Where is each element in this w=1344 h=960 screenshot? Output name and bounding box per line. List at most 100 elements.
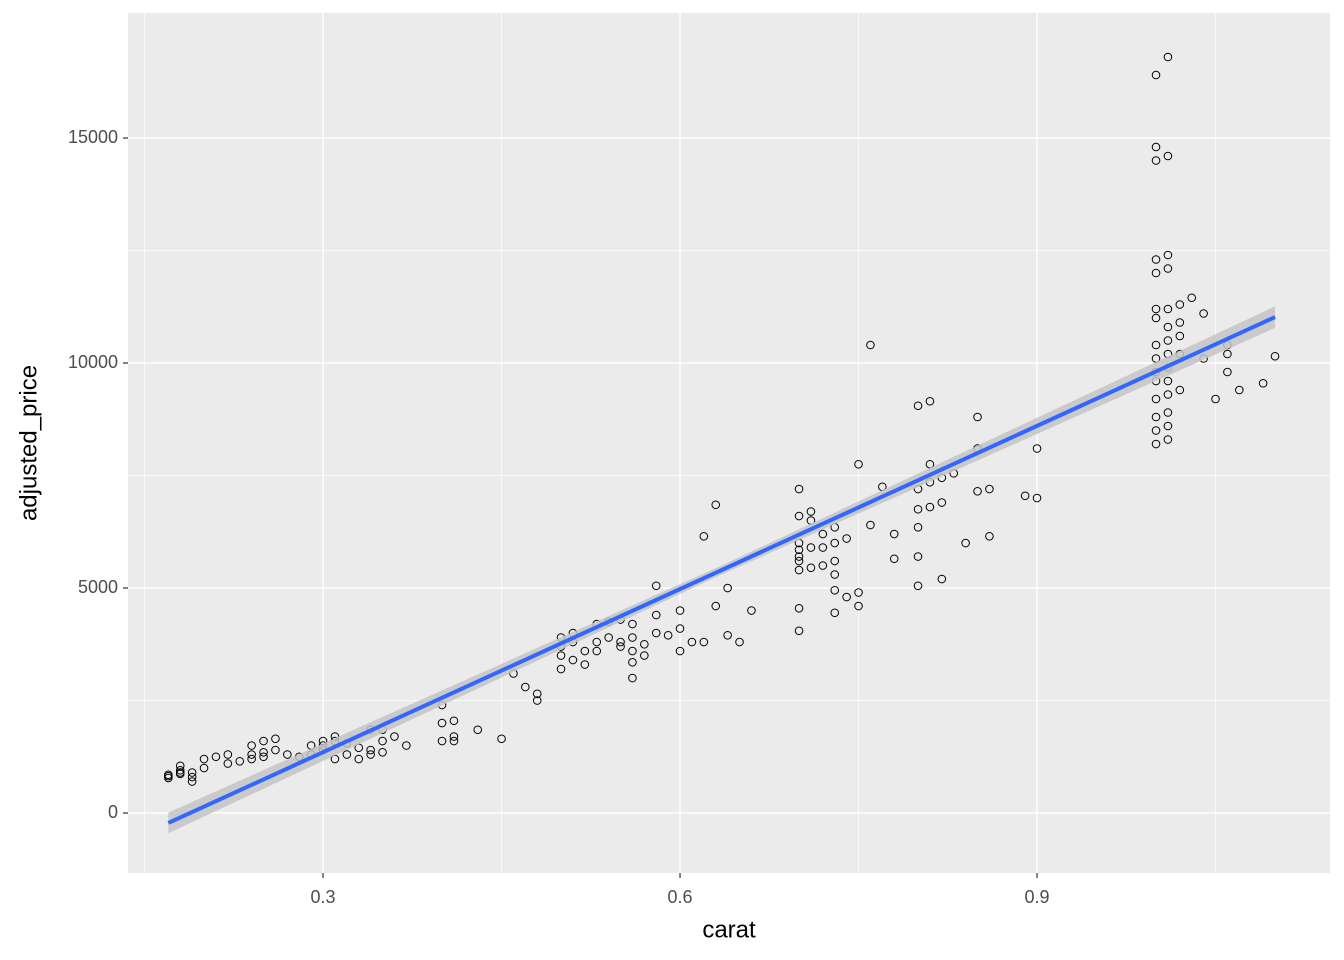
point xyxy=(628,673,637,683)
point xyxy=(985,484,994,494)
point xyxy=(1235,385,1244,395)
point xyxy=(366,750,375,759)
point xyxy=(1163,390,1173,399)
point xyxy=(973,486,982,496)
point xyxy=(794,603,804,613)
point xyxy=(830,585,840,595)
point xyxy=(580,660,590,669)
point xyxy=(711,601,721,611)
point xyxy=(675,646,685,656)
point xyxy=(259,752,268,762)
x-tick-label: 0.6 xyxy=(668,887,693,907)
point xyxy=(235,756,245,766)
point xyxy=(616,637,625,647)
point xyxy=(830,570,840,579)
point xyxy=(211,752,221,762)
point xyxy=(1163,304,1173,314)
point xyxy=(1163,336,1173,345)
point xyxy=(628,646,637,656)
point xyxy=(1163,250,1173,260)
point xyxy=(937,574,947,584)
point xyxy=(247,754,256,764)
point xyxy=(687,637,697,647)
point xyxy=(580,646,590,656)
point xyxy=(866,520,875,530)
x-tick-label: 0.3 xyxy=(311,887,336,907)
point xyxy=(437,736,447,746)
point xyxy=(1258,378,1268,388)
point xyxy=(794,565,804,575)
point xyxy=(854,588,863,597)
fit-line xyxy=(167,315,1276,825)
point xyxy=(663,630,673,640)
point xyxy=(497,734,506,744)
point xyxy=(592,637,602,647)
point xyxy=(366,745,375,755)
point xyxy=(1151,156,1161,165)
point xyxy=(1151,313,1161,323)
point xyxy=(1151,268,1161,278)
point xyxy=(1151,340,1161,350)
point xyxy=(1163,376,1173,386)
point xyxy=(449,736,459,746)
point xyxy=(711,500,721,510)
point xyxy=(390,732,399,741)
point xyxy=(913,552,923,561)
point xyxy=(556,664,566,674)
point xyxy=(199,763,209,773)
point xyxy=(449,732,459,741)
point xyxy=(830,556,840,566)
point xyxy=(913,401,923,411)
x-tick-label: 0.9 xyxy=(1025,887,1050,907)
point xyxy=(604,633,613,642)
point xyxy=(1151,304,1161,314)
point xyxy=(628,619,637,629)
point xyxy=(378,747,387,757)
point xyxy=(628,657,637,667)
y-tick-label: 5000 xyxy=(78,577,118,597)
grid xyxy=(128,13,1330,873)
point xyxy=(747,606,756,615)
point xyxy=(164,770,173,780)
point xyxy=(818,543,828,552)
point xyxy=(1270,351,1280,361)
point xyxy=(223,759,233,768)
point xyxy=(342,750,352,759)
point xyxy=(723,583,732,593)
point xyxy=(271,745,280,755)
point xyxy=(187,768,197,777)
point xyxy=(1163,322,1173,332)
point xyxy=(866,340,875,350)
point xyxy=(889,529,899,539)
y-axis-title: adjusted_price xyxy=(15,365,42,521)
point xyxy=(1163,52,1173,62)
point xyxy=(1163,421,1173,431)
point xyxy=(187,772,197,782)
point xyxy=(806,507,816,516)
point xyxy=(1199,309,1208,318)
point xyxy=(794,484,804,494)
marks xyxy=(164,52,1280,834)
point xyxy=(247,741,256,750)
point xyxy=(1020,491,1030,501)
point xyxy=(616,642,625,651)
point xyxy=(854,601,863,611)
point xyxy=(1163,264,1173,273)
point xyxy=(794,545,804,555)
point xyxy=(830,608,840,618)
point xyxy=(532,696,542,705)
point xyxy=(1175,300,1185,309)
point xyxy=(556,651,566,660)
point xyxy=(913,581,923,591)
point xyxy=(1151,439,1161,449)
point xyxy=(259,736,268,746)
point xyxy=(651,610,661,620)
point xyxy=(628,633,637,642)
point xyxy=(532,689,542,699)
point xyxy=(1163,151,1173,161)
point xyxy=(794,626,804,636)
point xyxy=(985,531,994,541)
point xyxy=(1187,293,1197,303)
point xyxy=(1151,255,1161,264)
